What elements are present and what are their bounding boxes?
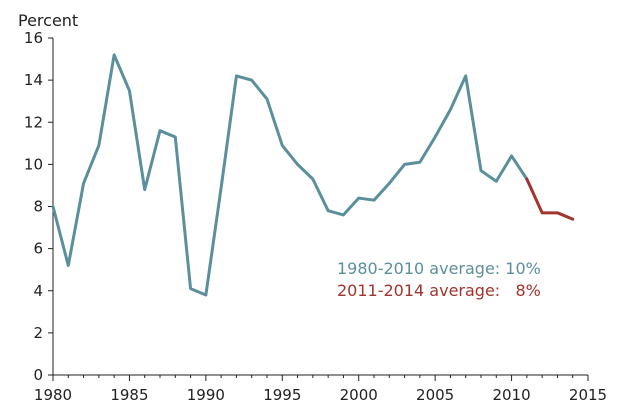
y-tick-label: 0 — [33, 366, 43, 384]
x-tick-label: 2000 — [340, 386, 378, 404]
x-tick-label: 1980 — [34, 386, 72, 404]
y-unit-label: Percent — [18, 11, 78, 30]
y-tick-label: 14 — [24, 71, 43, 89]
x-tick-label: 2005 — [416, 386, 454, 404]
annotation-average-2011-2014: 2011-2014 average: 8% — [337, 281, 541, 300]
x-tick-label: 1990 — [187, 386, 225, 404]
series-line-0 — [51, 53, 529, 297]
x-tick-label: 2010 — [492, 386, 530, 404]
series-layer — [51, 53, 575, 297]
x-tick-label: 1985 — [110, 386, 148, 404]
axes: 0 2 4 6 8 10 12 14 16 1980 1985 1990 1995 2000 2005 201… — [24, 29, 607, 404]
y-tick-label: 6 — [33, 240, 43, 258]
y-tick-label: 2 — [33, 324, 43, 342]
y-tick-label: 12 — [24, 113, 43, 131]
y-tick-label: 8 — [33, 198, 43, 216]
y-tick-label: 10 — [24, 155, 43, 173]
x-tick-label: 1995 — [263, 386, 301, 404]
series-line-1 — [525, 177, 575, 221]
y-tick-label: 4 — [33, 282, 43, 300]
annotation-average-1980-2010: 1980-2010 average: 10% — [337, 259, 541, 278]
x-tick-label: 2015 — [569, 386, 607, 404]
y-tick-label: 16 — [24, 29, 43, 47]
